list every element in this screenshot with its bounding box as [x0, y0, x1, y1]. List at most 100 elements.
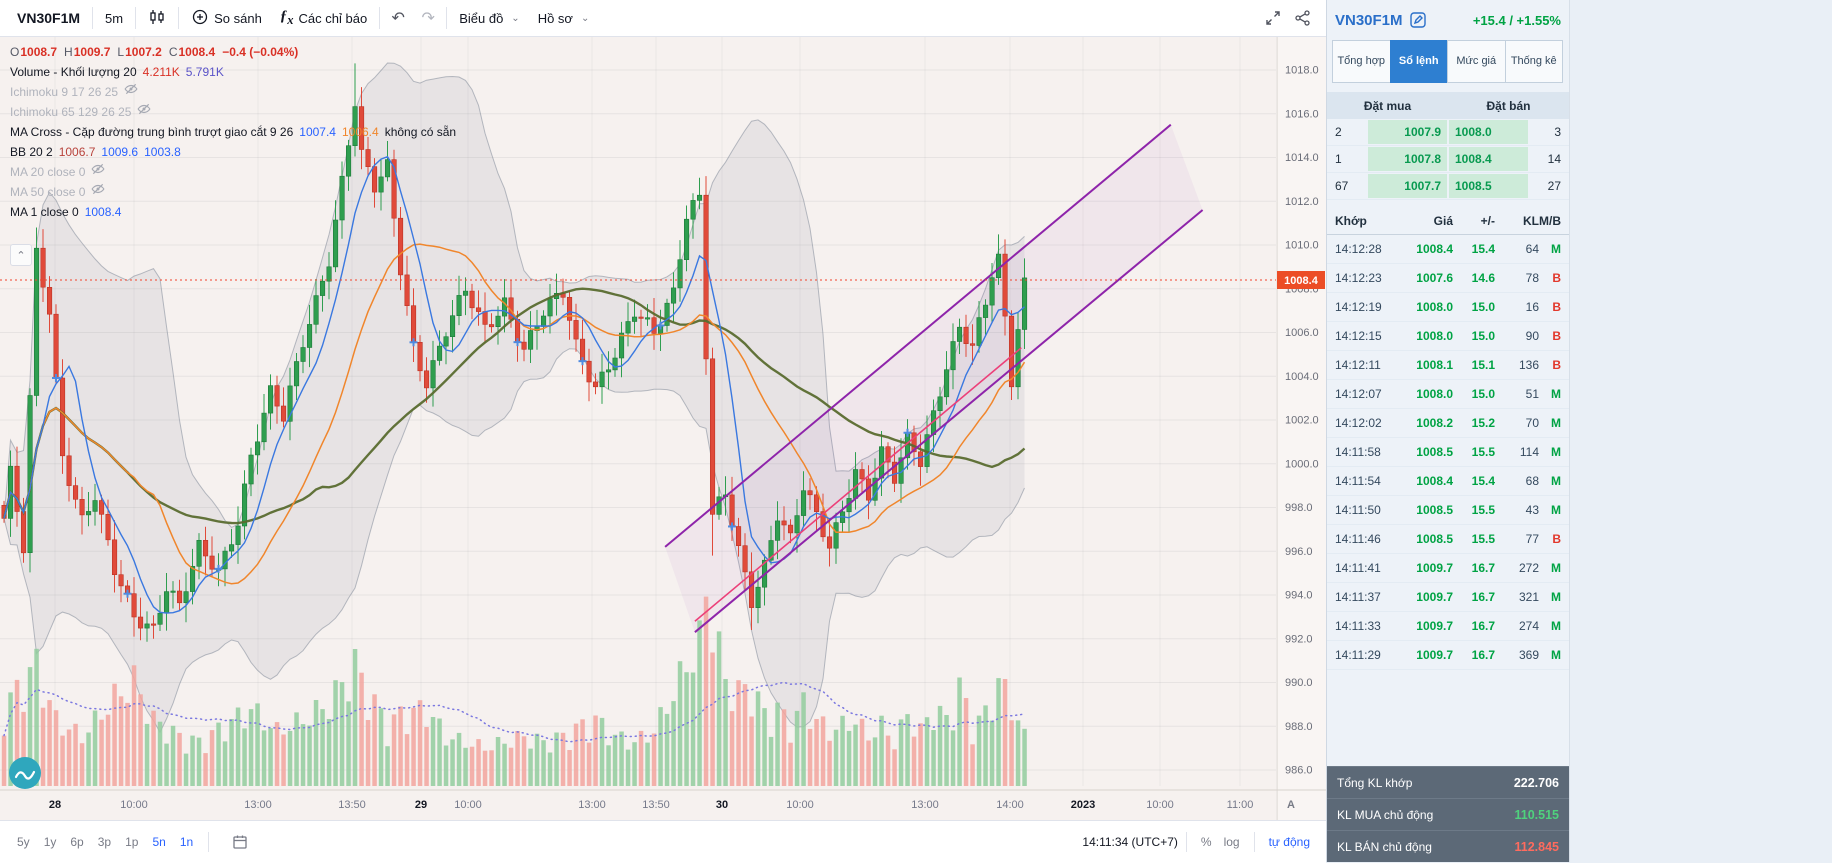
svg-text:13:50: 13:50	[642, 799, 670, 811]
edit-symbol-icon[interactable]	[1409, 11, 1427, 29]
range-buttons: 5y 1y 6p 3p 1p 5n 1n	[10, 832, 200, 852]
ma-cross-legend-row[interactable]: MA Cross - Cặp đường trung bình trượt gi…	[10, 122, 456, 142]
eye-off-icon[interactable]	[91, 162, 105, 182]
trade-time: 14:12:11	[1335, 358, 1381, 372]
trade-row: 14:11:46 1008.5 15.5 77 B	[1327, 525, 1569, 554]
eye-off-icon[interactable]	[124, 82, 138, 102]
bid-price[interactable]: 1007.9	[1368, 120, 1447, 144]
svg-text:1018.0: 1018.0	[1285, 65, 1319, 77]
footer-divider	[1253, 832, 1255, 852]
redo-button[interactable]: ↷	[421, 10, 435, 27]
trade-row: 14:11:41 1009.7 16.7 272 M	[1327, 554, 1569, 583]
trade-price: 1008.2	[1416, 416, 1453, 430]
trade-change: 15.2	[1471, 416, 1495, 430]
svg-text:1008.4: 1008.4	[1284, 275, 1319, 287]
trade-side: B	[1552, 300, 1561, 314]
trade-price: 1009.7	[1416, 648, 1453, 662]
trade-time: 14:11:58	[1335, 445, 1381, 459]
summary-value: 110.515	[1514, 807, 1560, 822]
order-book: Đặt mua Đặt bán 2 1007.9 1008.0 3 1 1007.8 100…	[1327, 92, 1569, 200]
ma50-legend-row[interactable]: MA 50 close 0	[10, 182, 456, 202]
trade-side: M	[1551, 561, 1561, 575]
fullscreen-button[interactable]	[1258, 4, 1288, 32]
trade-volume: 321	[1518, 590, 1539, 604]
chart-style-button[interactable]	[139, 4, 175, 32]
trade-price: 1008.5	[1416, 503, 1453, 517]
trade-side: M	[1551, 619, 1561, 633]
range-1p[interactable]: 1p	[125, 835, 139, 849]
trade-row: 14:12:23 1007.6 14.6 78 B	[1327, 264, 1569, 293]
trade-time: 14:11:54	[1335, 474, 1381, 488]
go-to-date-icon[interactable]	[225, 828, 255, 856]
ichimoku1-legend-row[interactable]: Ichimoku 9 17 26 25	[10, 82, 456, 102]
trades-col-header: Khớp	[1335, 213, 1367, 228]
ask-price[interactable]: 1008.0	[1449, 120, 1528, 144]
trade-history-header: Khớp Giá +/- KL M/B	[1327, 207, 1569, 235]
log-scale-button[interactable]: log	[1223, 835, 1240, 849]
toolbar-divider	[135, 7, 137, 29]
profile-menu-button[interactable]: Hồ sơ ⌄	[537, 10, 590, 26]
chart-menu-button[interactable]: Biểu đồ ⌄	[459, 10, 520, 26]
bid-price[interactable]: 1007.8	[1368, 147, 1447, 171]
svg-text:13:00: 13:00	[578, 799, 606, 811]
symbol-button[interactable]: VN30F1M	[17, 10, 81, 26]
range-6p[interactable]: 6p	[70, 835, 84, 849]
broker-logo[interactable]	[8, 756, 42, 793]
chart-toolbar: VN30F1M 5m So sánh ƒx Các chỉ báo ↶	[0, 0, 1326, 37]
sidebar-symbol[interactable]: VN30F1M	[1335, 11, 1403, 29]
tab-tong-hop[interactable]: Tổng hợp	[1332, 40, 1391, 83]
trade-side: M	[1551, 590, 1561, 604]
svg-text:1014.0: 1014.0	[1285, 152, 1319, 164]
trade-row: 14:12:15 1008.0 15.0 90 B	[1327, 322, 1569, 351]
svg-text:29: 29	[415, 799, 427, 811]
volume-legend-row[interactable]: Volume - Khối lượng 20 4.211K 5.791K	[10, 65, 224, 79]
trade-side: M	[1551, 503, 1561, 517]
eye-off-icon[interactable]	[137, 102, 151, 122]
footer-divider	[208, 832, 210, 852]
trade-time: 14:11:29	[1335, 648, 1381, 662]
compare-button[interactable]: So sánh	[182, 4, 271, 32]
ask-price[interactable]: 1008.5	[1449, 174, 1528, 198]
eye-off-icon[interactable]	[91, 182, 105, 202]
tab-muc-gia[interactable]: Mức giá	[1447, 40, 1506, 83]
trade-time: 14:11:37	[1335, 590, 1381, 604]
trade-row: 14:12:11 1008.1 15.1 136 B	[1327, 351, 1569, 380]
trade-change: 16.7	[1471, 561, 1495, 575]
interval-button[interactable]: 5m	[105, 10, 124, 26]
trade-row: 14:11:29 1009.7 16.7 369 M	[1327, 641, 1569, 670]
ask-qty: 14	[1547, 152, 1561, 166]
svg-text:998.0: 998.0	[1285, 502, 1313, 514]
indicators-button[interactable]: ƒx Các chỉ báo	[279, 8, 368, 27]
auto-scale-button[interactable]: tự động	[1268, 835, 1310, 849]
tab-so-lenh[interactable]: Sổ lệnh	[1389, 40, 1448, 83]
summary-value: 222.706	[1513, 775, 1559, 790]
ichimoku2-legend-row[interactable]: Ichimoku 65 129 26 25	[10, 102, 456, 122]
trades-col-header: Giá	[1433, 213, 1453, 228]
share-button[interactable]	[1288, 4, 1318, 32]
price-chart[interactable]: 1018.01016.01014.01012.01010.01008.01006…	[0, 36, 1326, 820]
range-1y[interactable]: 1y	[43, 835, 57, 849]
range-3p[interactable]: 3p	[97, 835, 112, 849]
tab-thong-ke[interactable]: Thống kê	[1504, 40, 1563, 83]
trade-change: 15.0	[1471, 329, 1495, 343]
bb-legend-row[interactable]: BB 20 2 1006.7 1009.6 1003.8	[10, 145, 181, 159]
range-5y[interactable]: 5y	[17, 835, 30, 849]
trade-price: 1008.0	[1416, 387, 1453, 401]
svg-text:13:50: 13:50	[338, 799, 366, 811]
ma20-legend-row[interactable]: MA 20 close 0	[10, 162, 456, 182]
undo-button[interactable]: ↶	[391, 10, 405, 27]
clock[interactable]: 14:11:34 (UTC+7)	[1082, 835, 1178, 849]
trade-change: 15.4	[1471, 242, 1495, 256]
bid-price[interactable]: 1007.7	[1368, 174, 1447, 198]
legend-collapse-button[interactable]: ⌃	[10, 244, 32, 266]
range-1n[interactable]: 1n	[179, 835, 194, 849]
trade-time: 14:12:07	[1335, 387, 1382, 401]
ask-price[interactable]: 1008.4	[1449, 147, 1528, 171]
range-5n[interactable]: 5n	[152, 835, 166, 849]
trade-side: M	[1551, 648, 1561, 662]
ma1-legend-row[interactable]: MA 1 close 0 1008.4	[10, 205, 122, 219]
trade-price: 1007.6	[1416, 271, 1453, 285]
percent-scale-button[interactable]: %	[1200, 835, 1212, 849]
svg-text:A: A	[1287, 799, 1295, 811]
